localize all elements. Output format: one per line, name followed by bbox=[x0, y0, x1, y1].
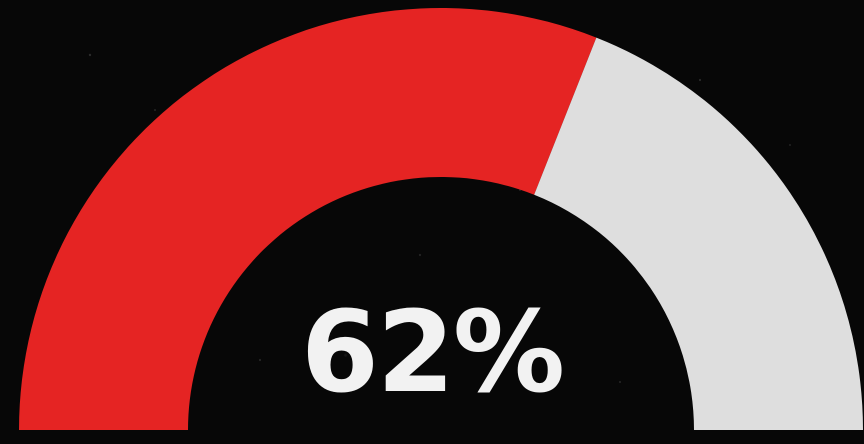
gauge-value-label: 62% bbox=[300, 288, 565, 418]
gauge-remaining-segment bbox=[534, 37, 863, 430]
gauge-filled-segment bbox=[19, 7, 597, 430]
